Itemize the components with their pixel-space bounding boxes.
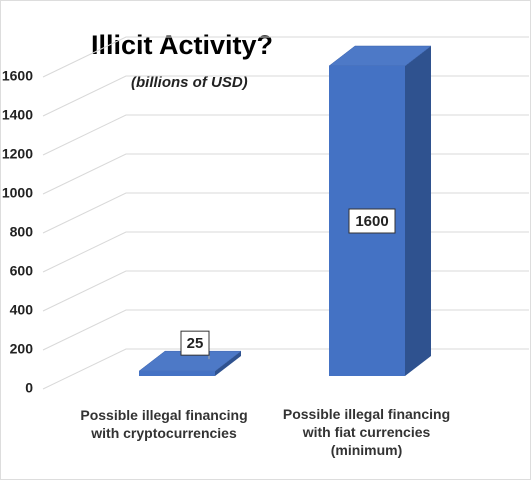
x-tick-label: Possible illegal financing with cryptocu…: [80, 407, 248, 441]
y-tick-label: 1000: [2, 185, 33, 201]
chart-subtitle: (billions of USD): [131, 74, 248, 91]
grid-line: [42, 153, 529, 195]
grid-line: [42, 231, 529, 273]
grid-line: [42, 348, 529, 390]
y-tick-label: 600: [10, 263, 34, 279]
grid-line: [42, 36, 529, 78]
y-tick-label: 1600: [2, 68, 33, 84]
y-tick-label: 1200: [2, 146, 33, 162]
grid-line: [42, 192, 529, 234]
chart-title: Illicit Activity?: [91, 30, 273, 60]
grid-line: [42, 270, 529, 312]
bar: [139, 371, 215, 376]
grid-line: [42, 309, 529, 351]
value-label-box: [180, 330, 210, 356]
value-label: 25: [187, 335, 204, 352]
y-tick-label: 400: [10, 302, 34, 318]
y-tick-label: 0: [25, 380, 33, 396]
x-tick-label: Possible illegal financing with fiat cur…: [282, 406, 451, 458]
value-label-box: [348, 208, 396, 234]
grid-line: [42, 75, 529, 117]
grid-line: [42, 114, 529, 156]
y-tick-label: 200: [10, 341, 34, 357]
y-tick-label: 800: [10, 224, 34, 240]
bar-side: [215, 351, 241, 376]
value-label: 1600: [355, 213, 388, 230]
bar-side: [405, 46, 431, 376]
y-tick-label: 1400: [2, 107, 33, 123]
